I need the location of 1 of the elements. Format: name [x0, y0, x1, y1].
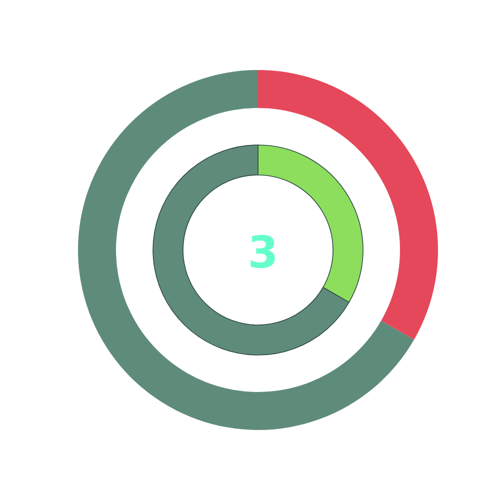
- text: 3: [248, 228, 278, 278]
